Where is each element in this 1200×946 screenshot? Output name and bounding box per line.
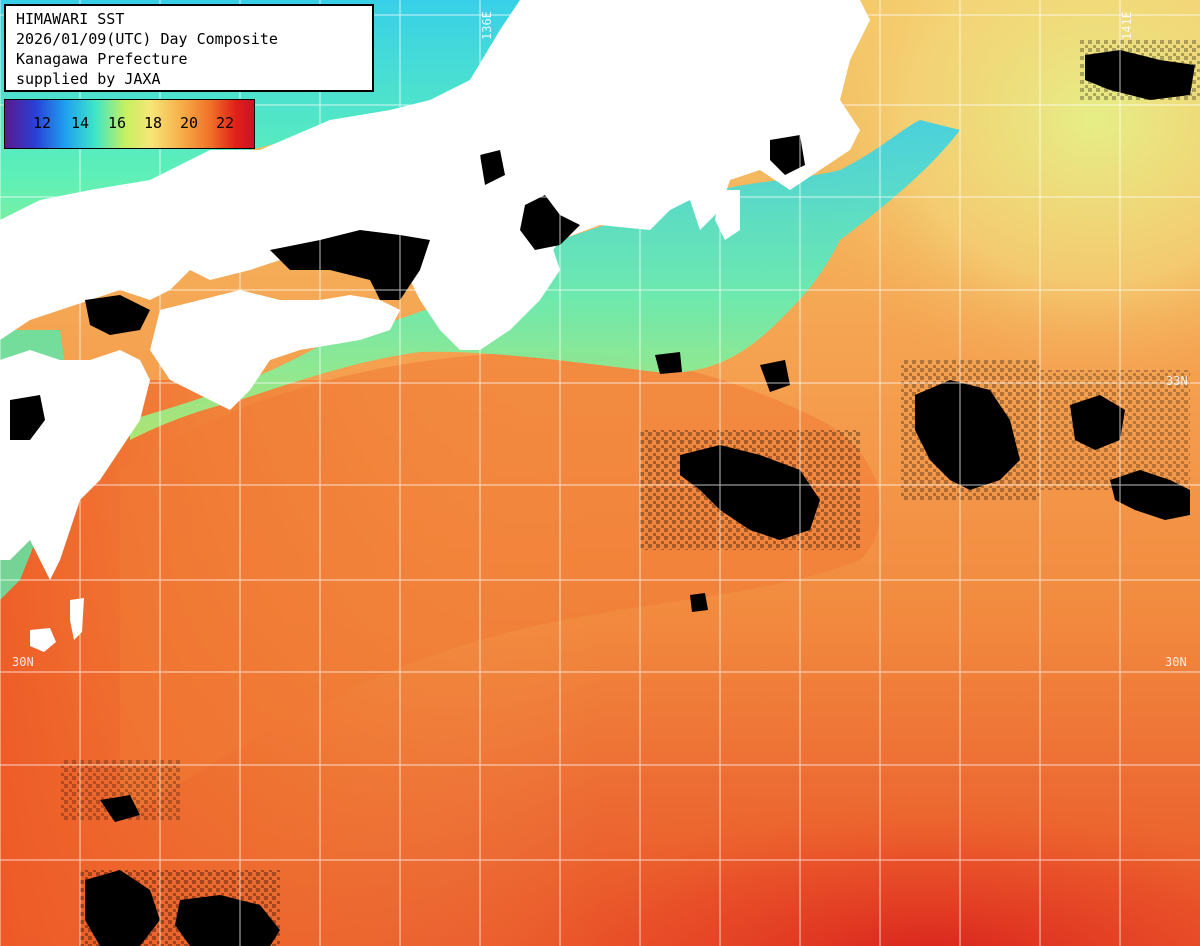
title-date: 2026/01/09(UTC) Day Composite	[16, 30, 278, 48]
scale-tick-22: 22	[215, 114, 235, 132]
lat-label-30n-left: 30N	[12, 655, 34, 669]
color-scale-bar	[5, 100, 254, 148]
title-box: HIMAWARI SST 2026/01/09(UTC) Day Composi…	[4, 4, 374, 92]
lat-label-30n-right: 30N	[1165, 655, 1187, 669]
scale-tick-16: 16	[107, 114, 127, 132]
scale-tick-14: 14	[70, 114, 90, 132]
scale-tick-12: 12	[32, 114, 52, 132]
sea-warm-south	[300, 620, 1200, 946]
land-tanegashima	[30, 628, 56, 652]
lat-label-33n-right: 33N	[1166, 374, 1188, 388]
color-scale-ticks: 12 14 16 18 20 22	[5, 100, 254, 148]
lon-label-136e: 136E	[480, 11, 494, 40]
title-supplier: supplied by JAXA	[16, 70, 161, 88]
land-shikoku	[150, 290, 400, 410]
title-region: Kanagawa Prefecture	[16, 50, 188, 68]
title-product: HIMAWARI SST	[16, 10, 125, 28]
lat-label-33n-left: 33N	[14, 374, 36, 388]
lon-label-141e: 141E	[1120, 11, 1134, 40]
scale-tick-20: 20	[179, 114, 199, 132]
land-izu	[715, 190, 740, 240]
scale-tick-18: 18	[143, 114, 163, 132]
land-kii-peninsula	[450, 220, 560, 350]
land-honshu	[0, 0, 870, 350]
color-scale: 12 14 16 18 20 22	[4, 99, 255, 149]
